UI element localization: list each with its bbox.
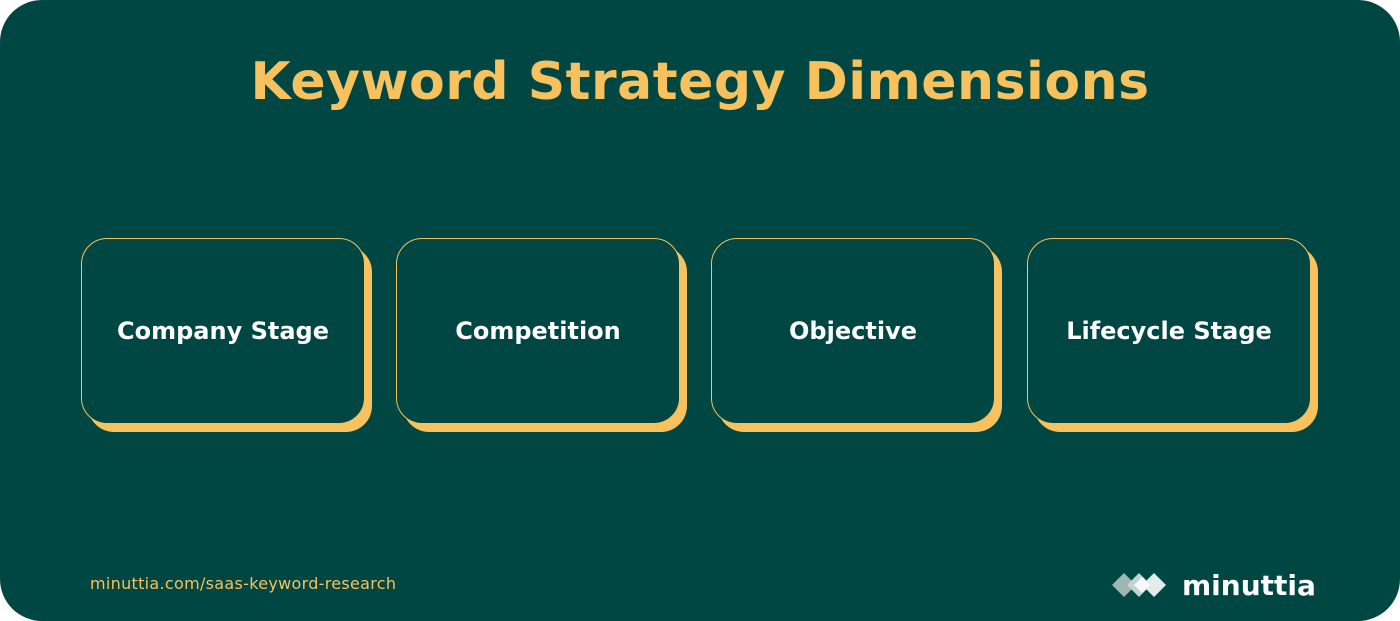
card-body: Lifecycle Stage — [1027, 238, 1311, 424]
dimension-card-competition: Competition — [396, 238, 687, 432]
dimension-card-lifecycle-stage: Lifecycle Stage — [1027, 238, 1318, 432]
brand-name: minuttia — [1182, 568, 1316, 602]
card-body: Competition — [396, 238, 680, 424]
source-url: minuttia.com/saas-keyword-research — [90, 574, 397, 593]
page-title: Keyword Strategy Dimensions — [250, 52, 1150, 112]
card-body: Company Stage — [81, 238, 365, 424]
brand-logo: minuttia — [1110, 566, 1316, 604]
card-body: Objective — [711, 238, 995, 424]
dimension-card-objective: Objective — [711, 238, 1002, 432]
card-label: Competition — [455, 317, 621, 345]
dimension-card-company-stage: Company Stage — [81, 238, 372, 432]
diamond-logo-icon — [1112, 573, 1166, 597]
card-label: Lifecycle Stage — [1066, 317, 1272, 345]
card-label: Objective — [789, 317, 917, 345]
card-label: Company Stage — [117, 317, 329, 345]
